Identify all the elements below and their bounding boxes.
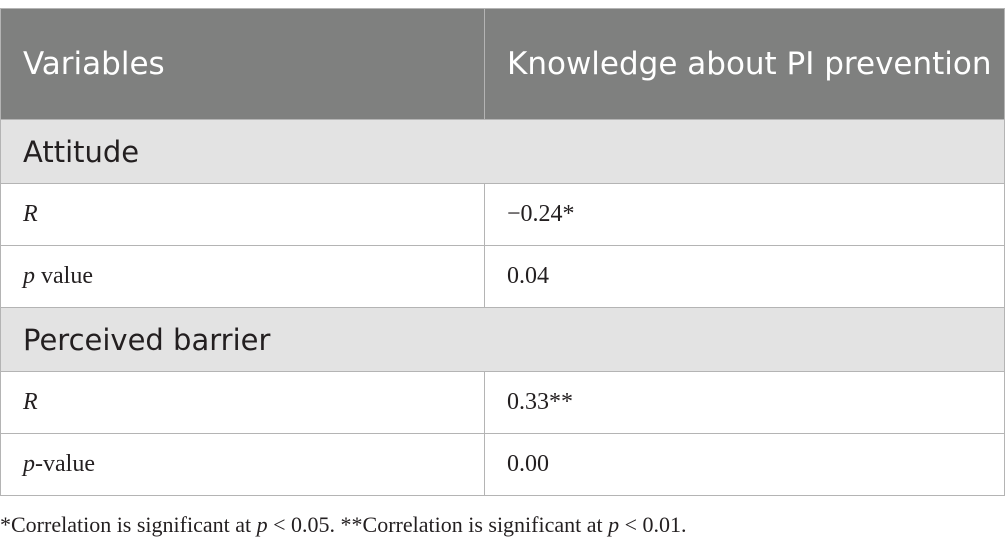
variable-cell: p-value bbox=[0, 433, 485, 496]
table-row: R 0.33** bbox=[0, 371, 1005, 434]
variable-cell: p value bbox=[0, 245, 485, 308]
correlation-table: Variables Knowledge about PI prevention … bbox=[0, 8, 1005, 496]
variable-suffix: value bbox=[35, 263, 93, 289]
section-label: Attitude bbox=[0, 119, 1005, 184]
variable-symbol: R bbox=[23, 201, 38, 227]
variable-cell: R bbox=[0, 371, 485, 434]
footnote-text: < 0.05. **Correlation is significant at bbox=[267, 512, 609, 537]
header-variables: Variables bbox=[0, 8, 485, 120]
value-cell: 0.00 bbox=[484, 433, 1005, 496]
variable-symbol: p bbox=[23, 451, 35, 477]
table-row: p value 0.04 bbox=[0, 245, 1005, 308]
table-header-row: Variables Knowledge about PI prevention bbox=[0, 8, 1005, 120]
table-footnote: *Correlation is significant at p < 0.05.… bbox=[0, 512, 687, 538]
footnote-p-symbol: p bbox=[608, 512, 620, 537]
variable-symbol: R bbox=[23, 389, 38, 415]
value-cell: 0.04 bbox=[484, 245, 1005, 308]
footnote-text: *Correlation is significant at bbox=[0, 512, 257, 537]
header-knowledge: Knowledge about PI prevention bbox=[484, 8, 1005, 120]
table-row: R −0.24* bbox=[0, 183, 1005, 246]
variable-symbol: p bbox=[23, 263, 35, 289]
variable-suffix: -value bbox=[35, 451, 95, 477]
section-row-perceived-barrier: Perceived barrier bbox=[0, 307, 1005, 372]
footnote-p-symbol: p bbox=[256, 512, 268, 537]
value-cell: −0.24* bbox=[484, 183, 1005, 246]
table-row: p-value 0.00 bbox=[0, 433, 1005, 496]
section-label: Perceived barrier bbox=[0, 307, 1005, 372]
value-cell: 0.33** bbox=[484, 371, 1005, 434]
variable-cell: R bbox=[0, 183, 485, 246]
section-row-attitude: Attitude bbox=[0, 119, 1005, 184]
footnote-text: < 0.01. bbox=[619, 512, 687, 537]
